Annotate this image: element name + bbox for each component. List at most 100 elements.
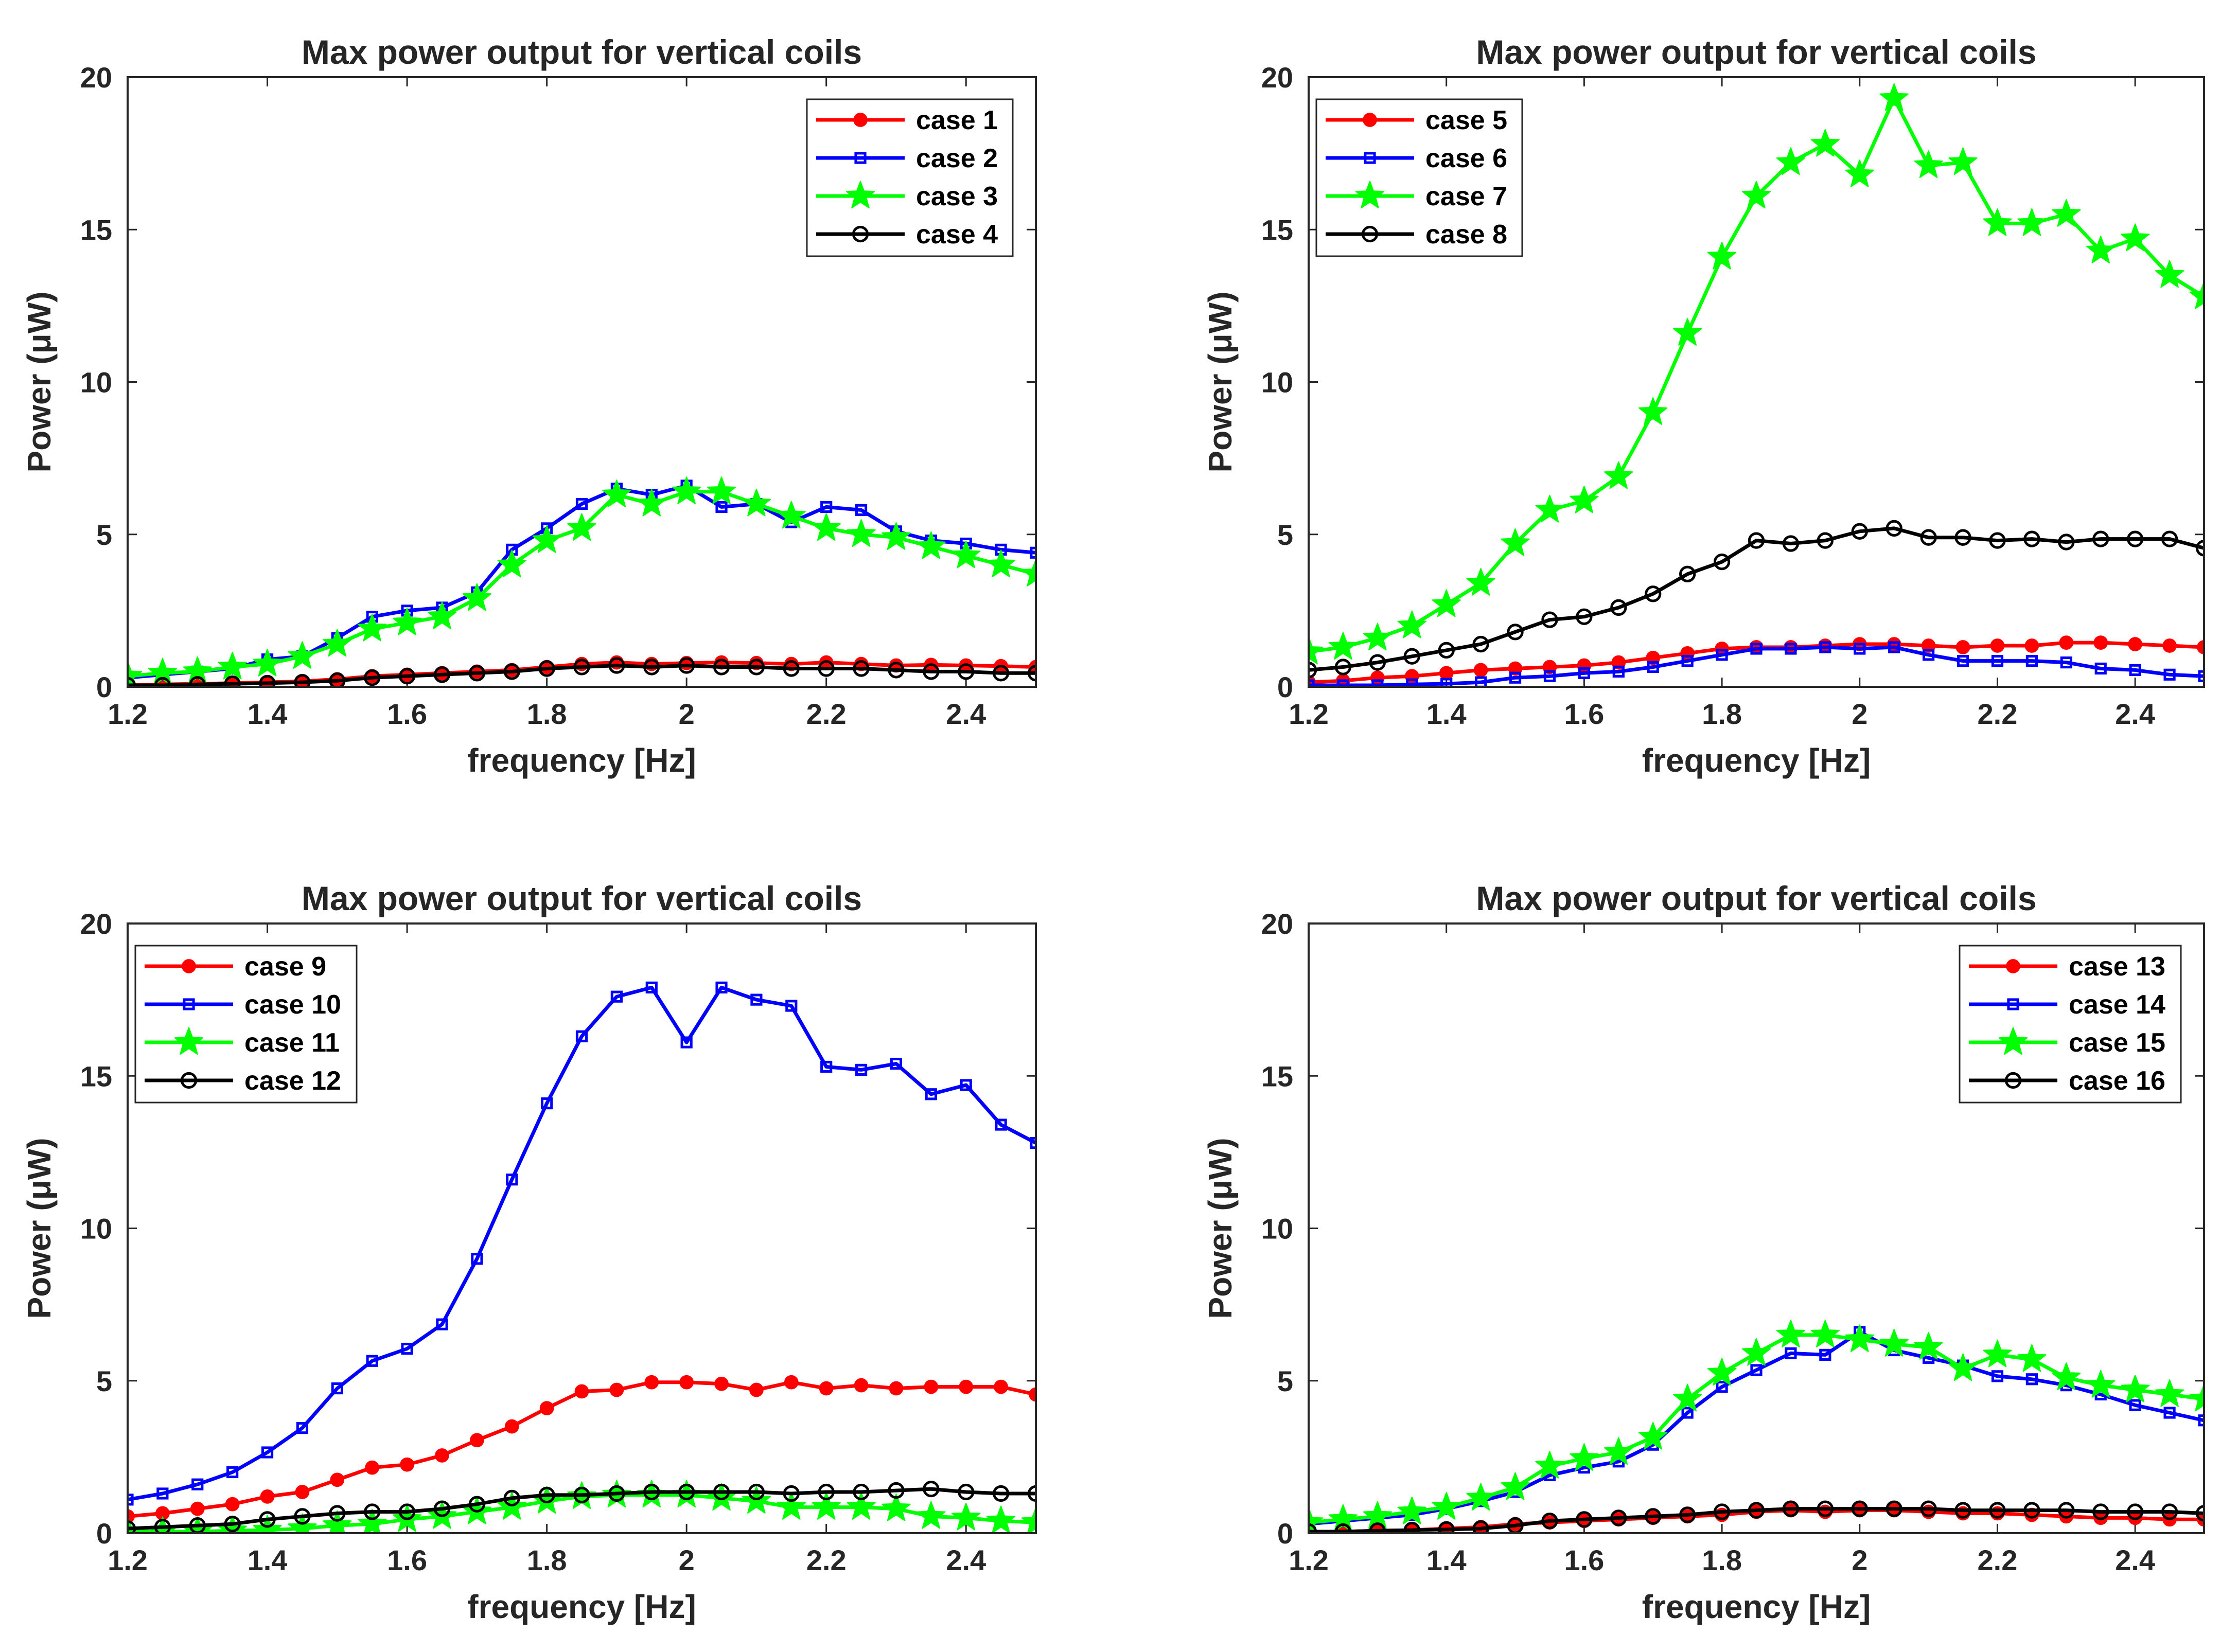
data-point <box>468 1496 485 1513</box>
chart-panel-1: Max power output for vertical coils 1.2 1.… <box>21 33 1037 779</box>
data-point <box>2128 637 2143 651</box>
data-point <box>2163 668 2176 681</box>
data-point <box>128 1494 134 1506</box>
data-point <box>259 674 276 687</box>
data-point <box>1716 649 1728 661</box>
data-point <box>1334 1523 1352 1533</box>
data-point <box>644 1375 659 1390</box>
data-point <box>1983 208 2012 236</box>
data-point <box>1369 1522 1386 1533</box>
data-point <box>1983 1339 2012 1367</box>
axes-frame <box>1308 922 2205 1534</box>
y-tick-label: 15 <box>80 1060 112 1092</box>
data-point <box>400 1457 414 1472</box>
data-point <box>855 1063 868 1076</box>
series-case-8 <box>1309 520 2204 679</box>
legend-label: case 13 <box>2069 952 2165 982</box>
data-point <box>1819 1348 1831 1361</box>
data-point <box>364 669 381 686</box>
data-point <box>917 1501 946 1529</box>
data-point <box>2155 260 2184 288</box>
data-point <box>1989 532 2006 549</box>
legend-swatch-marker <box>1364 152 1376 164</box>
data-point <box>1817 1500 1834 1517</box>
data-point <box>853 1483 870 1501</box>
data-point <box>1923 649 1935 661</box>
data-point <box>888 662 905 679</box>
data-point <box>1782 1500 1800 1517</box>
data-point <box>1576 1511 1593 1528</box>
data-point <box>2121 1374 2150 1402</box>
data-point <box>1914 150 1943 178</box>
data-point <box>847 1492 876 1520</box>
data-point <box>1432 589 1461 617</box>
legend-swatch-marker <box>852 225 869 243</box>
data-point <box>958 1483 975 1501</box>
series-line <box>1309 526 2204 672</box>
legend: case 13 case 14 case 15 case 16 <box>1959 945 2182 1104</box>
data-point <box>191 1478 204 1490</box>
data-point <box>889 1381 904 1396</box>
legend-label: case 8 <box>1425 220 1507 250</box>
data-point <box>364 1503 381 1520</box>
data-point <box>785 1000 798 1012</box>
data-point <box>503 1489 520 1507</box>
data-point <box>820 1060 833 1073</box>
data-point <box>1535 1451 1564 1479</box>
series-line <box>1309 1330 2204 1526</box>
data-point <box>433 666 451 683</box>
y-tick-label: 15 <box>1261 1060 1293 1092</box>
data-point <box>2195 1505 2204 1522</box>
data-point <box>748 1483 765 1501</box>
data-point <box>1541 1513 1558 1530</box>
data-point <box>392 608 422 635</box>
data-point <box>128 1509 135 1524</box>
data-point <box>855 504 868 516</box>
data-point <box>1406 678 1418 687</box>
data-point <box>1991 1370 2004 1382</box>
data-point <box>575 498 588 510</box>
y-axis-label: Power (μW) <box>21 1138 58 1319</box>
data-point <box>574 1384 589 1399</box>
data-point <box>1472 635 1489 653</box>
data-point <box>2086 236 2116 263</box>
data-point <box>1638 1422 1668 1450</box>
y-axis-label: Power (μW) <box>21 291 58 472</box>
x-tick-label: 1.8 <box>1702 1544 1742 1576</box>
series-line <box>128 985 1036 1502</box>
data-point <box>1819 641 1831 653</box>
data-point <box>2161 1503 2178 1520</box>
data-point <box>1851 1500 1868 1517</box>
data-point <box>750 993 763 1006</box>
data-point <box>154 677 171 687</box>
x-tick-label: 1.2 <box>108 698 148 730</box>
data-point <box>2092 530 2109 547</box>
data-point <box>882 1494 911 1521</box>
data-point <box>1854 643 1866 655</box>
x-tick-label: 2 <box>679 1544 695 1576</box>
y-tick-label: 5 <box>1277 519 1293 551</box>
data-point <box>2052 199 2081 227</box>
data-point <box>1707 242 1737 270</box>
data-point <box>1029 1387 1036 1402</box>
data-point <box>1610 599 1627 616</box>
data-point <box>1610 1509 1627 1526</box>
data-point <box>1954 1502 1971 1519</box>
data-point <box>462 583 491 611</box>
x-tick-label: 2.2 <box>806 698 847 730</box>
y-tick-label: 20 <box>80 908 112 940</box>
data-point <box>847 519 876 547</box>
data-point <box>1021 1507 1036 1533</box>
y-tick-label: 5 <box>96 519 112 551</box>
chart-panel-2: Max power output for vertical coils 1.2 1.… <box>1202 33 2205 779</box>
x-tick-label: 1.8 <box>527 698 567 730</box>
data-point <box>1371 679 1384 687</box>
x-axis-label: frequency [Hz] <box>467 1588 696 1625</box>
legend-swatch-marker <box>174 1027 204 1055</box>
data-point <box>1991 655 2004 667</box>
data-point <box>1810 1320 1840 1347</box>
data-point <box>1681 655 1694 667</box>
x-axis-label: frequency [Hz] <box>1642 742 1871 779</box>
data-point <box>1432 1492 1461 1520</box>
